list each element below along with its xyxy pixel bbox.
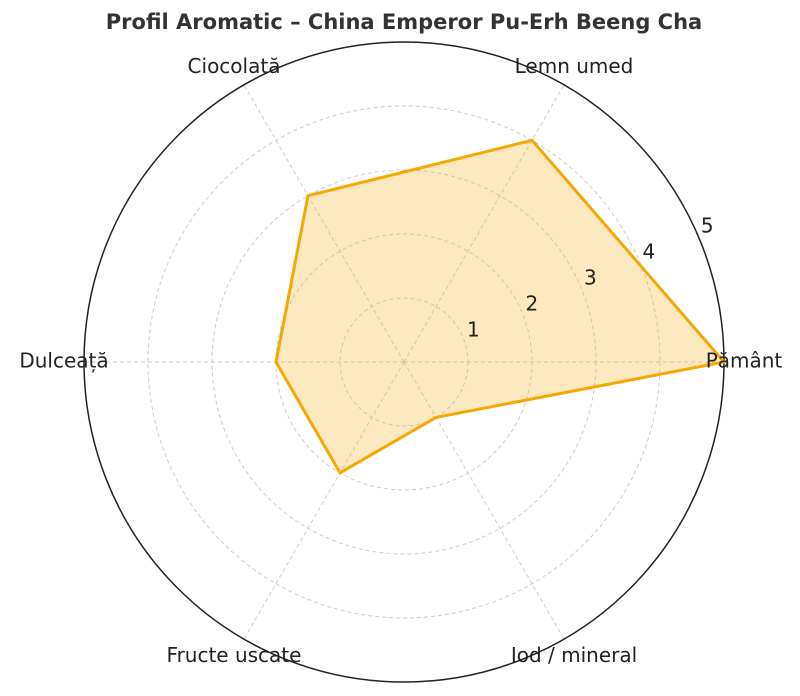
category-label: Ciocolată bbox=[188, 54, 281, 78]
category-label: Lemn umed bbox=[515, 54, 634, 78]
category-label: Pământ bbox=[706, 349, 783, 373]
spoke bbox=[243, 361, 405, 640]
spoke bbox=[403, 84, 565, 363]
r-tick-label: 5 bbox=[701, 213, 714, 237]
r-tick-label: 2 bbox=[526, 292, 539, 316]
r-tick-label: 4 bbox=[642, 239, 655, 263]
spoke bbox=[403, 361, 565, 640]
category-label: Fructe uscate bbox=[167, 643, 302, 667]
r-tick-label: 1 bbox=[467, 318, 480, 342]
chart-title: Profil Aromatic – China Emperor Pu-Erh B… bbox=[106, 10, 702, 34]
spoke bbox=[243, 84, 405, 363]
r-tick-label: 3 bbox=[584, 266, 597, 290]
radar-area bbox=[274, 138, 727, 475]
category-label: Iod / mineral bbox=[511, 643, 637, 667]
category-label: Dulceață bbox=[19, 349, 108, 373]
